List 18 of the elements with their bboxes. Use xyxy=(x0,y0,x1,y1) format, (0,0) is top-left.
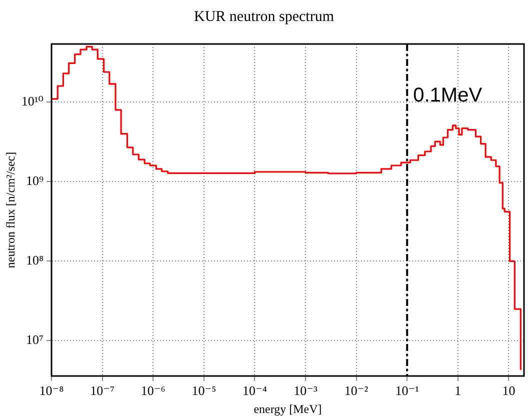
y-axis-title: neutron flux [n/cm²/sec] xyxy=(3,152,18,268)
x-tick-label: 1 xyxy=(454,383,462,398)
y-tick-label: 10⁸ xyxy=(26,252,44,268)
y-tick-label: 10⁷ xyxy=(26,332,44,348)
y-tick-label: 10⁹ xyxy=(26,173,44,188)
chart-title: KUR neutron spectrum xyxy=(194,8,334,25)
ref-line-label: 0.1MeV xyxy=(413,84,483,107)
x-axis-title: energy [MeV] xyxy=(254,402,322,416)
x-tick-label: 10⁻⁵ xyxy=(192,383,216,398)
x-tick-label: 10⁻¹ xyxy=(395,383,420,398)
x-tick-label: 10⁻⁴ xyxy=(242,383,268,398)
x-tick-label: 10⁻⁸ xyxy=(39,383,64,398)
x-tick-label: 10⁻⁷ xyxy=(90,383,115,398)
x-tick-label: 10⁻³ xyxy=(294,383,318,398)
x-tick-label: 10⁻² xyxy=(344,383,368,398)
x-tick-label: 10⁻⁶ xyxy=(140,383,166,398)
x-tick-label: 10 xyxy=(502,383,516,398)
y-tick-label: 10¹⁰ xyxy=(21,94,44,109)
